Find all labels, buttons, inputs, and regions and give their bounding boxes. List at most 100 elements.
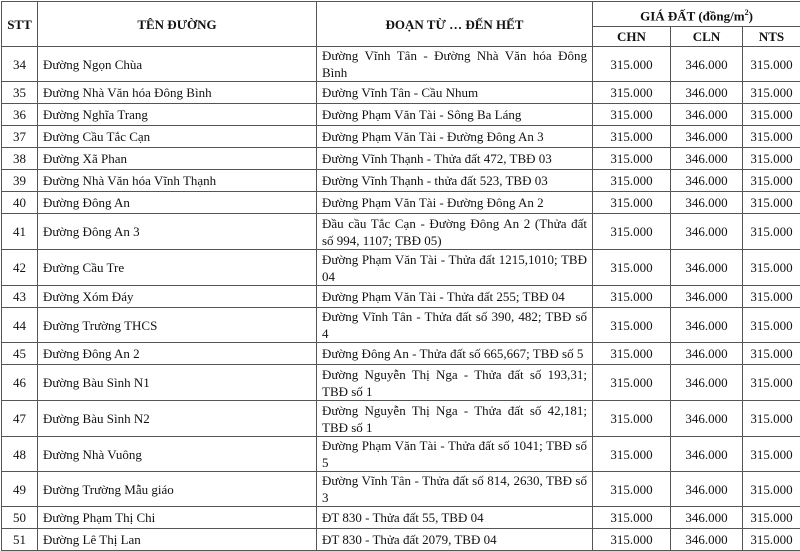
row-stt: 47 — [2, 401, 38, 437]
row-stt: 45 — [2, 343, 38, 365]
header-land-price: GIÁ ĐẤT (đồng/m2) — [593, 2, 800, 27]
row-stt: 41 — [2, 214, 38, 250]
row-street-name: Đường Ngọn Chùa — [38, 47, 317, 82]
row-street-name: Đường Trường Mẫu giáo — [38, 472, 317, 507]
row-price-cln: 346.000 — [671, 104, 743, 126]
row-price-chn: 315.000 — [593, 82, 671, 104]
row-price-chn: 315.000 — [593, 47, 671, 82]
row-street-name: Đường Nhà Văn hóa Đông Bình — [38, 82, 317, 104]
row-stt: 39 — [2, 170, 38, 192]
row-price-cln: 346.000 — [671, 437, 743, 472]
row-street-name: Đường Trường THCS — [38, 308, 317, 343]
row-stt: 35 — [2, 82, 38, 104]
row-street-name: Đường Nhà Vuông — [38, 437, 317, 472]
row-price-chn: 315.000 — [593, 472, 671, 507]
row-segment: Đường Phạm Văn Tài - Sông Ba Láng — [317, 104, 593, 126]
header-cln: CLN — [671, 27, 743, 47]
row-segment: Đường Phạm Văn Tài - Thửa đất 1215,1010;… — [317, 250, 593, 286]
row-price-nts: 315.000 — [743, 104, 800, 126]
row-segment: Đường Nguyễn Thị Nga - Thửa đất số 193,3… — [317, 365, 593, 401]
row-price-chn: 315.000 — [593, 343, 671, 365]
row-street-name: Đường Xã Phan — [38, 148, 317, 170]
row-segment: ĐT 830 - Thửa đất 2079, TBĐ 04 — [317, 529, 593, 551]
row-price-chn: 315.000 — [593, 104, 671, 126]
row-price-cln: 346.000 — [671, 472, 743, 507]
row-price-cln: 346.000 — [671, 286, 743, 308]
row-price-cln: 346.000 — [671, 308, 743, 343]
row-price-cln: 346.000 — [671, 192, 743, 214]
row-segment: Đường Vĩnh Tân - Thửa đất số 390, 482; T… — [317, 308, 593, 343]
row-price-chn: 315.000 — [593, 286, 671, 308]
row-segment: Đường Phạm Văn Tài - Đường Đông An 3 — [317, 126, 593, 148]
row-stt: 34 — [2, 47, 38, 82]
row-price-chn: 315.000 — [593, 214, 671, 250]
row-price-cln: 346.000 — [671, 148, 743, 170]
row-street-name: Đường Nhà Văn hóa Vĩnh Thạnh — [38, 170, 317, 192]
row-price-nts: 315.000 — [743, 343, 800, 365]
row-stt: 37 — [2, 126, 38, 148]
row-stt: 48 — [2, 437, 38, 472]
header-segment: ĐOẠN TỪ … ĐẾN HẾT — [317, 2, 593, 47]
header-nts: NTS — [743, 27, 800, 47]
row-price-chn: 315.000 — [593, 192, 671, 214]
row-price-cln: 346.000 — [671, 126, 743, 148]
row-price-cln: 346.000 — [671, 365, 743, 401]
row-stt: 36 — [2, 104, 38, 126]
row-segment: ĐT 830 - Thửa đất 55, TBĐ 04 — [317, 507, 593, 529]
row-segment: Đường Vĩnh Tân - Đường Nhà Văn hóa Đông … — [317, 47, 593, 82]
header-street-name: TÊN ĐƯỜNG — [38, 2, 317, 47]
row-segment: Đường Vĩnh Thạnh - thửa đất 523, TBĐ 03 — [317, 170, 593, 192]
row-price-chn: 315.000 — [593, 148, 671, 170]
row-price-nts: 315.000 — [743, 437, 800, 472]
row-price-nts: 315.000 — [743, 47, 800, 82]
row-price-nts: 315.000 — [743, 365, 800, 401]
row-stt: 43 — [2, 286, 38, 308]
row-segment: Đường Đông An - Thửa đất số 665,667; TBĐ… — [317, 343, 593, 365]
row-segment: Đầu cầu Tắc Cạn - Đường Đông An 2 (Thửa … — [317, 214, 593, 250]
row-price-chn: 315.000 — [593, 250, 671, 286]
row-price-nts: 315.000 — [743, 401, 800, 437]
row-price-cln: 346.000 — [671, 343, 743, 365]
row-price-chn: 315.000 — [593, 437, 671, 472]
header-chn: CHN — [593, 27, 671, 47]
row-street-name: Đường Cầu Tre — [38, 250, 317, 286]
row-street-name: Đường Nghĩa Trang — [38, 104, 317, 126]
row-street-name: Đường Xóm Đáy — [38, 286, 317, 308]
row-price-chn: 315.000 — [593, 308, 671, 343]
header-land-price-close: ) — [749, 8, 753, 23]
row-stt: 42 — [2, 250, 38, 286]
row-street-name: Đường Cầu Tắc Cạn — [38, 126, 317, 148]
row-price-nts: 315.000 — [743, 82, 800, 104]
row-price-chn: 315.000 — [593, 401, 671, 437]
row-segment: Đường Phạm Văn Tài - Đường Đông An 2 — [317, 192, 593, 214]
row-price-nts: 315.000 — [743, 170, 800, 192]
row-stt: 49 — [2, 472, 38, 507]
row-street-name: Đường Bàu Sình N2 — [38, 401, 317, 437]
row-price-nts: 315.000 — [743, 126, 800, 148]
row-stt: 46 — [2, 365, 38, 401]
row-segment: Đường Nguyễn Thị Nga - Thửa đất số 42,18… — [317, 401, 593, 437]
row-price-chn: 315.000 — [593, 126, 671, 148]
row-stt: 38 — [2, 148, 38, 170]
row-street-name: Đường Đông An — [38, 192, 317, 214]
row-price-cln: 346.000 — [671, 507, 743, 529]
row-price-cln: 346.000 — [671, 529, 743, 551]
row-price-cln: 346.000 — [671, 47, 743, 82]
row-price-nts: 315.000 — [743, 472, 800, 507]
row-street-name: Đường Bàu Sình N1 — [38, 365, 317, 401]
row-segment: Đường Vĩnh Thạnh - Thửa đất 472, TBĐ 03 — [317, 148, 593, 170]
row-segment: Đường Phạm Văn Tài - Thửa đất 255; TBĐ 0… — [317, 286, 593, 308]
